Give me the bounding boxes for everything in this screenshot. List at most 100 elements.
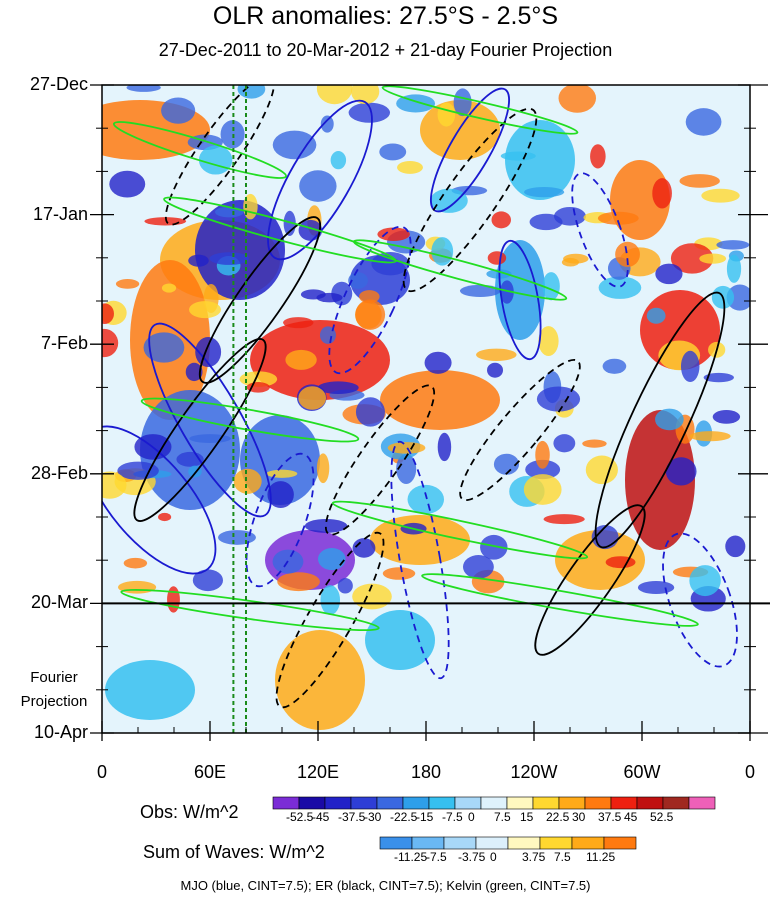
anomaly-speck — [615, 241, 640, 267]
anomaly-speck — [117, 580, 157, 594]
anomaly-speck — [529, 213, 563, 231]
obs-swatch — [298, 796, 326, 810]
anomaly-speck — [407, 484, 445, 514]
anomaly-speck — [189, 301, 221, 319]
anomaly-speck — [352, 583, 392, 610]
anomaly-speck — [185, 362, 203, 382]
anomaly-speck — [703, 372, 734, 383]
anomaly-speck — [285, 349, 317, 370]
anomaly-speck — [352, 538, 376, 558]
anomaly-speck — [371, 252, 410, 276]
anomaly-speck — [189, 434, 231, 444]
anomaly-speck — [115, 279, 140, 289]
anomaly-speck — [431, 237, 454, 266]
anomaly-speck — [646, 307, 666, 324]
anomaly-speck — [487, 362, 504, 378]
anomaly-speck — [351, 85, 380, 105]
anomaly-speck — [330, 151, 347, 170]
anomaly-speck — [437, 432, 452, 462]
anomaly-speck — [598, 276, 642, 299]
anomaly-speck — [188, 254, 209, 267]
sum-level-label: 7.5 — [554, 850, 571, 864]
er-contour — [275, 531, 385, 709]
obs-swatch — [610, 796, 638, 810]
sum-swatch — [571, 836, 605, 850]
anomaly-speck — [726, 284, 750, 311]
anomaly-speck — [605, 556, 636, 569]
anomaly-speck — [209, 252, 249, 265]
anomaly-speck — [590, 144, 606, 169]
obs-level-label: -22.5 — [390, 810, 418, 824]
sum-legend-title: Sum of Waves: W/m^2 — [143, 842, 325, 862]
anomaly-speck — [316, 85, 353, 105]
anomaly-speck — [304, 518, 348, 533]
anomaly-speck — [348, 272, 368, 289]
anomaly-speck — [198, 145, 233, 175]
anomaly-speck — [161, 283, 177, 293]
obs-level-label: -15 — [416, 810, 434, 824]
sum-level-label: 0 — [490, 850, 497, 864]
anomaly-speck — [726, 254, 742, 283]
anomaly-speck — [453, 88, 472, 117]
anomaly-speck — [689, 431, 731, 442]
er-contour — [459, 358, 581, 502]
x-tick-label: 0 — [96, 762, 107, 782]
chart-title: OLR anomalies: 27.5°S - 2.5°S — [212, 2, 559, 30]
kelvin-contour — [120, 588, 380, 632]
er-contour — [534, 504, 646, 656]
anomaly-speck — [487, 251, 507, 265]
anomaly-speck — [538, 326, 559, 357]
anomaly-patch — [555, 530, 645, 590]
obs-legend-title: Obs: W/m^2 — [140, 802, 239, 822]
anomaly-speck — [283, 317, 314, 329]
er-contour — [594, 291, 726, 549]
anomaly-speck — [679, 174, 720, 188]
anomaly-speck — [167, 586, 180, 613]
anomaly-patch — [365, 610, 435, 670]
anomaly-speck — [109, 170, 146, 198]
anomaly-speck — [563, 253, 589, 264]
anomaly-speck — [355, 299, 386, 330]
sum-swatch — [443, 836, 477, 850]
obs-swatch — [376, 796, 404, 810]
obs-level-label: -52.5 — [286, 810, 314, 824]
anomaly-speck — [117, 461, 159, 480]
anomaly-speck — [233, 468, 262, 494]
anomaly-speck — [680, 350, 700, 383]
olr-field — [102, 85, 750, 730]
obs-level-label: 45 — [624, 810, 638, 824]
obs-swatch — [636, 796, 664, 810]
anomaly-speck — [701, 188, 740, 203]
anomaly-speck — [685, 108, 722, 136]
anomaly-speck — [655, 263, 683, 285]
mjo-contour — [102, 425, 217, 575]
obs-swatch — [402, 796, 430, 810]
sum-swatch — [539, 836, 573, 850]
anomaly-speck — [382, 567, 416, 580]
anomaly-speck — [637, 580, 675, 595]
x-tick-label: 0 — [744, 762, 755, 782]
obs-level-label: -30 — [364, 810, 382, 824]
anomaly-speck — [397, 160, 423, 174]
anomaly-speck — [337, 578, 353, 594]
sum-level-label: -11.25 — [394, 850, 428, 864]
obs-swatch — [532, 796, 560, 810]
anomaly-speck — [476, 348, 517, 361]
y-tick-label: 28-Feb — [30, 462, 88, 483]
anomaly-speck — [493, 453, 520, 475]
obs-swatch — [272, 796, 300, 810]
obs-swatch — [480, 796, 508, 810]
anomaly-patch — [250, 320, 390, 400]
obs-level-label: 0 — [468, 810, 475, 824]
obs-swatch — [454, 796, 482, 810]
contour-footnote: MJO (blue, CINT=7.5); ER (black, CINT=7.… — [180, 878, 591, 893]
anomaly-speck — [192, 569, 224, 592]
y-tick-label: 27-Dec — [29, 74, 88, 94]
sum-level-label: -7.5 — [426, 850, 447, 864]
anomaly-speck — [126, 85, 161, 92]
anomaly-speck — [670, 243, 714, 274]
anomaly-speck — [462, 555, 494, 579]
obs-level-label: -45 — [312, 810, 330, 824]
anomaly-speck — [524, 186, 565, 198]
anomaly-speck — [299, 170, 337, 202]
